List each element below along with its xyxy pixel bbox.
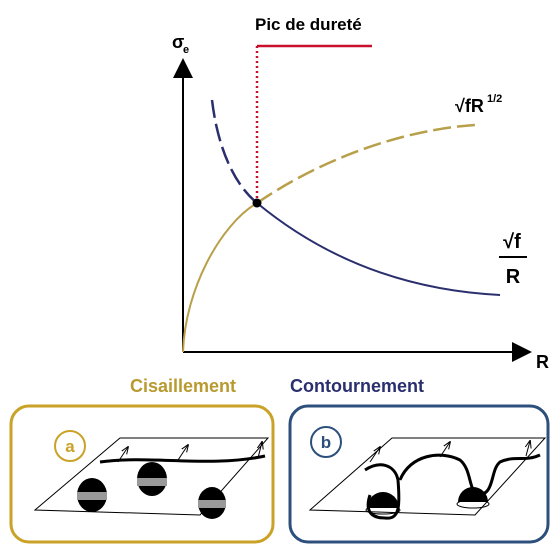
bypass-curve-dashed	[210, 99, 258, 204]
arrow	[177, 445, 188, 461]
bypass-curve	[256, 202, 501, 296]
arrow	[526, 441, 530, 457]
arrow	[439, 442, 450, 458]
precipitates-a	[77, 462, 226, 519]
bypass-denominator: R	[506, 266, 521, 288]
intersection	[252, 198, 262, 208]
bypass-numerator: √f	[503, 231, 521, 253]
panel-b	[288, 404, 550, 544]
plane-b	[308, 437, 547, 516]
x-label: R	[536, 352, 549, 372]
shear-curve	[182, 202, 258, 353]
arrow	[369, 447, 380, 463]
precipitates-b	[365, 487, 490, 515]
panel-b-label: b	[321, 433, 331, 452]
y-label-sub: e	[183, 44, 189, 56]
dislocation-a	[99, 454, 266, 464]
shear-legend: Cisaillement	[130, 376, 236, 396]
panel-a-label: a	[65, 437, 75, 456]
shear-curve-dashed	[256, 123, 476, 205]
arrow	[258, 442, 262, 459]
arrow	[117, 447, 128, 463]
panel-b-badge	[310, 426, 342, 458]
panel-a-badge	[54, 430, 86, 462]
shear-curve-exp: 1/2	[487, 93, 502, 105]
shear-curve-label: √fR	[455, 96, 484, 116]
plane-a	[33, 437, 270, 516]
bypass-legend: Contournement	[290, 376, 424, 396]
peak-label: Pic de dureté	[255, 15, 362, 34]
y-label: σ	[172, 32, 184, 52]
